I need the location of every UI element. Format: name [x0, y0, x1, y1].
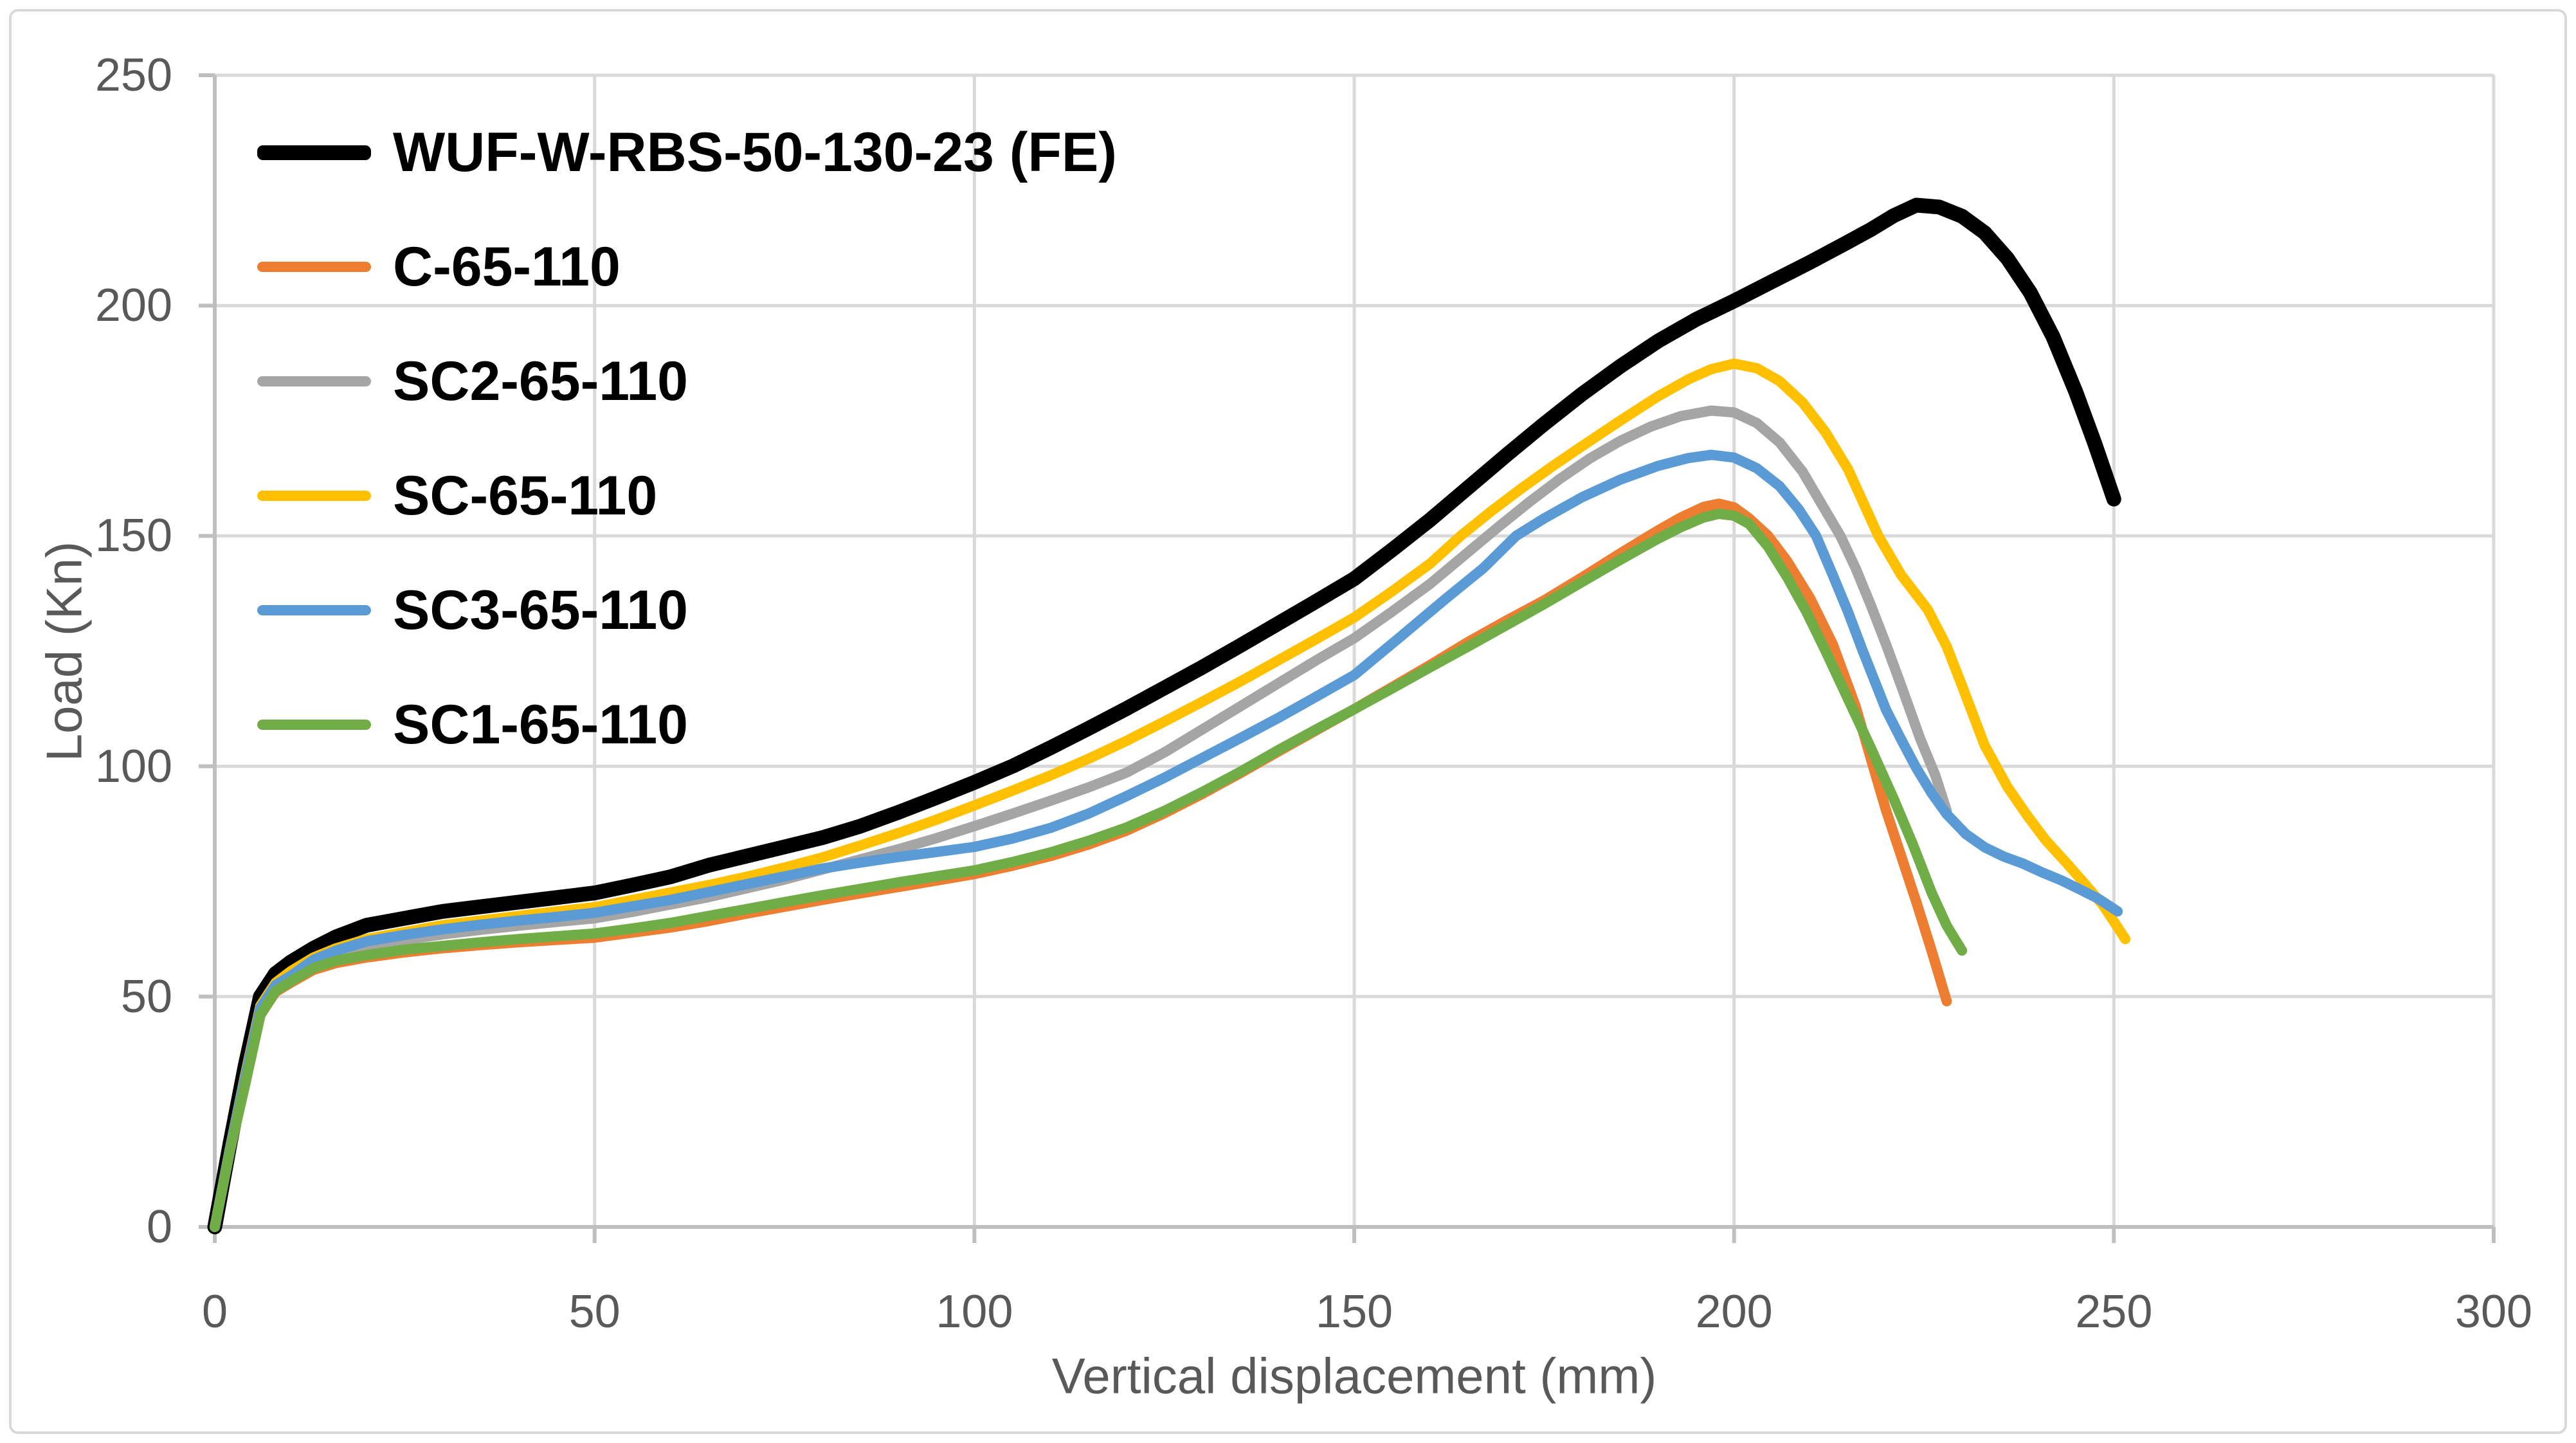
legend-item: SC3-65-110 [257, 572, 688, 649]
series-line-4 [210, 449, 2123, 1232]
legend-label: SC3-65-110 [393, 579, 688, 641]
y-tick-label: 50 [120, 970, 172, 1022]
series-line-0 [207, 197, 2121, 1235]
legend-label: SC-65-110 [393, 464, 658, 527]
legend-swatch-line [257, 720, 371, 730]
x-axis-title: Vertical displacement (mm) [1051, 1347, 1657, 1404]
legend-item: SC-65-110 [257, 457, 657, 534]
chart-outer-border [9, 9, 2567, 1434]
y-tick-label: 0 [146, 1201, 172, 1253]
x-tick-label: 300 [2454, 1286, 2533, 1338]
legend-label: C-65-110 [393, 235, 621, 298]
x-tick-label: 150 [1315, 1286, 1393, 1338]
x-tick-label: 100 [936, 1286, 1013, 1338]
legend-swatch-line [257, 262, 371, 272]
series-line-5 [210, 509, 1968, 1232]
legend-item: SC1-65-110 [257, 686, 688, 763]
x-tick-label: 200 [1695, 1286, 1773, 1338]
legend-swatch-line [257, 605, 371, 615]
y-tick-label: 200 [95, 280, 172, 332]
legend-swatch-line [257, 376, 371, 386]
legend-label: SC1-65-110 [393, 693, 688, 756]
x-tick-label: 0 [201, 1286, 228, 1338]
legend-item: C-65-110 [257, 228, 621, 305]
legend-swatch-line [257, 491, 371, 501]
legend-item: WUF-W-RBS-50-130-23 (FE) [257, 114, 1117, 191]
legend-label: WUF-W-RBS-50-130-23 (FE) [393, 121, 1117, 183]
x-tick-label: 50 [568, 1286, 621, 1338]
legend-item: SC2-65-110 [257, 343, 688, 420]
y-tick-label: 150 [95, 510, 172, 562]
y-tick-label: 100 [95, 740, 172, 792]
x-tick-label: 250 [2075, 1286, 2153, 1338]
legend-swatch-line [257, 145, 371, 160]
y-tick-label: 250 [95, 50, 172, 101]
legend-label: SC2-65-110 [393, 350, 688, 412]
y-axis-title: Load (Kn) [35, 541, 93, 761]
